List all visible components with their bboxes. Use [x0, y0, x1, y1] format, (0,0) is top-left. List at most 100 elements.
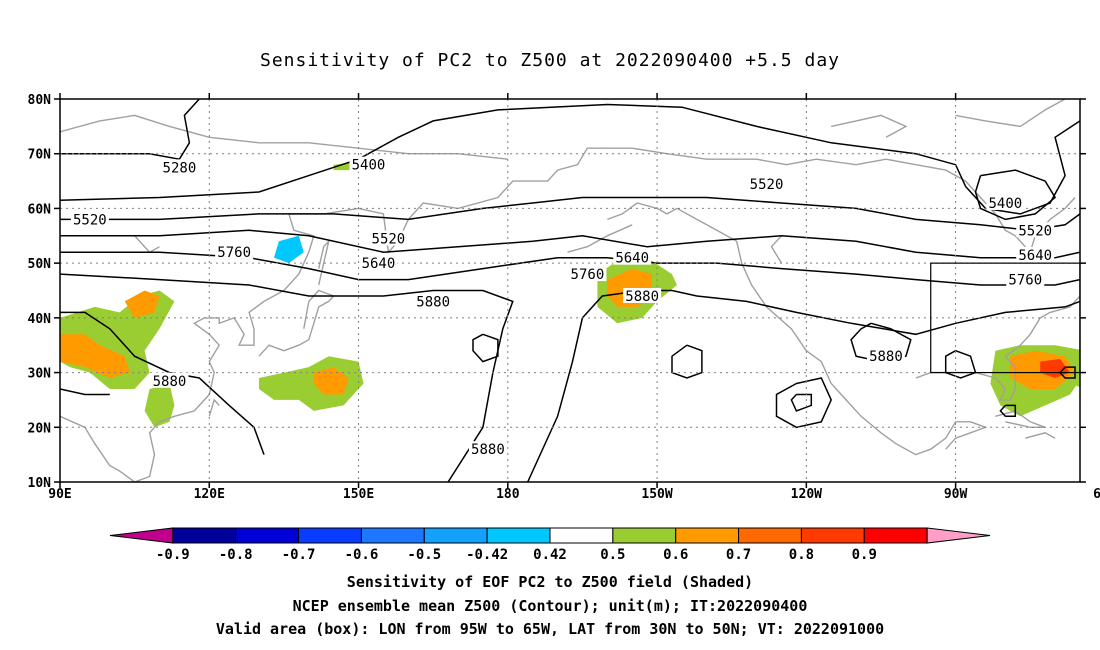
colorbar-label: -0.42 [466, 547, 508, 563]
coastline-10 [831, 114, 908, 138]
lat-tick-label: 30N [28, 367, 52, 382]
colorbar-label: -0.5 [407, 547, 441, 563]
colorbar-swatch [109, 527, 174, 544]
coastline-14 [567, 224, 633, 253]
coastline-9 [955, 99, 1066, 128]
contour-label-bg [1006, 271, 1045, 287]
contour-5880-main [60, 273, 514, 482]
colorbar-label: 0.8 [789, 547, 814, 563]
contour-label: 5880 [869, 349, 903, 365]
coastline-7 [1025, 432, 1056, 439]
contour-label: 5760 [1008, 273, 1042, 289]
contour-ring-6 [999, 404, 1017, 418]
coastline-11 [60, 114, 508, 160]
contour-label-bg [369, 230, 408, 246]
contour-label-bg [349, 156, 388, 172]
contour-ring-2 [671, 344, 703, 379]
contour-label: 5520 [750, 177, 784, 193]
colorbar-swatch [612, 527, 677, 544]
contour-ring-4 [790, 393, 813, 412]
contour-label: 5400 [352, 158, 386, 174]
contour-label: 5880 [471, 442, 505, 458]
contour-label-bg [866, 348, 905, 364]
contour-label: 5640 [362, 256, 396, 272]
contour-high-hudson [974, 169, 1057, 221]
colorbar-swatch [549, 527, 614, 544]
contour-label: 5880 [625, 289, 659, 305]
contour-label: 5760 [571, 267, 605, 283]
colorbar-swatch [235, 527, 300, 544]
contour-label: 5520 [372, 232, 406, 248]
shade-asia-orange-2 [124, 290, 160, 318]
contour-label: 5400 [989, 196, 1023, 212]
lat-tick-label: 20N [28, 421, 52, 436]
coastline-13 [770, 235, 783, 264]
contour-ring-5 [944, 349, 977, 379]
lat-tick-label: 50N [28, 257, 52, 272]
colorbar-swatch [423, 527, 488, 544]
contour-5880-mid [527, 289, 1080, 482]
coastline-2 [318, 238, 330, 286]
shade-wpac-orange [313, 367, 349, 395]
caption-contour: NCEP ensemble mean Z500 (Contour); unit(… [292, 597, 808, 615]
coastline-4 [607, 202, 988, 456]
caption-valid-area: Valid area (box): LON from 95W to 65W, L… [215, 620, 885, 638]
coastline-3 [208, 398, 220, 417]
colorbar-label: -0.8 [219, 547, 253, 563]
contour-label: 5760 [217, 245, 251, 261]
colorbar-swatch [926, 527, 991, 544]
lon-tick-label: 150W [641, 487, 672, 502]
contour-label-bg [160, 159, 199, 175]
contour-label-bg [215, 244, 254, 260]
coastline-12 [134, 235, 160, 254]
colorbar-label: 0.7 [726, 547, 751, 563]
contour-label-bg [623, 287, 662, 303]
lat-tick-label: 80N [28, 93, 52, 108]
contour-label: 5880 [416, 294, 450, 310]
lat-tick-label: 40N [28, 312, 52, 327]
lat-tick-label: 70N [28, 148, 52, 163]
contour-ring-3 [775, 377, 833, 429]
colorbar-swatch [800, 527, 865, 544]
shade-asia-orange [60, 334, 130, 378]
colorbar-swatch [863, 527, 928, 544]
contour-label-bg [414, 293, 453, 309]
lon-tick-label: 120W [791, 487, 822, 502]
shade-japan-blue [274, 235, 304, 264]
contour-5640 [60, 229, 1080, 259]
lon-tick-label: 60W [1093, 487, 1100, 502]
lat-tick-label: 60N [28, 202, 52, 217]
contour-label-bg [568, 266, 607, 282]
contour-label-bg [613, 249, 652, 265]
contour-label-bg [1016, 246, 1055, 262]
lon-tick-label: 120E [194, 487, 225, 502]
colorbar-swatch [360, 527, 425, 544]
contour-5520 [60, 196, 1080, 232]
coastline-8 [607, 147, 1076, 254]
contour-ring-7 [1059, 366, 1076, 379]
coastline-1 [258, 289, 335, 357]
map-title: Sensitivity of PC2 to Z500 at 2022090400… [259, 50, 840, 71]
lon-tick-label: 150E [343, 487, 374, 502]
contour-trough-sw [60, 388, 110, 396]
caption-shaded: Sensitivity of EOF PC2 to Z500 field (Sh… [346, 573, 754, 591]
colorbar-label: 0.42 [533, 547, 567, 563]
colorbar-swatch [675, 527, 740, 544]
contour-5760 [60, 251, 1080, 286]
contour-label: 5880 [153, 374, 187, 390]
map-frame [59, 98, 1081, 483]
contour-label-bg [70, 211, 109, 227]
colorbar-label: 0.6 [663, 547, 688, 563]
colorbar-label: -0.7 [282, 547, 316, 563]
contour-label-bg [986, 194, 1025, 210]
lon-tick-label: 90E [48, 487, 71, 502]
shade-atl-red [1040, 358, 1070, 378]
coastline-6 [995, 410, 1046, 428]
lon-tick-label: 180 [496, 487, 520, 502]
contour-5400 [60, 103, 1080, 215]
contour-label-bg [1016, 222, 1055, 238]
colorbar-swatch [172, 527, 237, 544]
colorbar-label: 0.9 [852, 547, 877, 563]
colorbar-label: 0.5 [600, 547, 625, 563]
